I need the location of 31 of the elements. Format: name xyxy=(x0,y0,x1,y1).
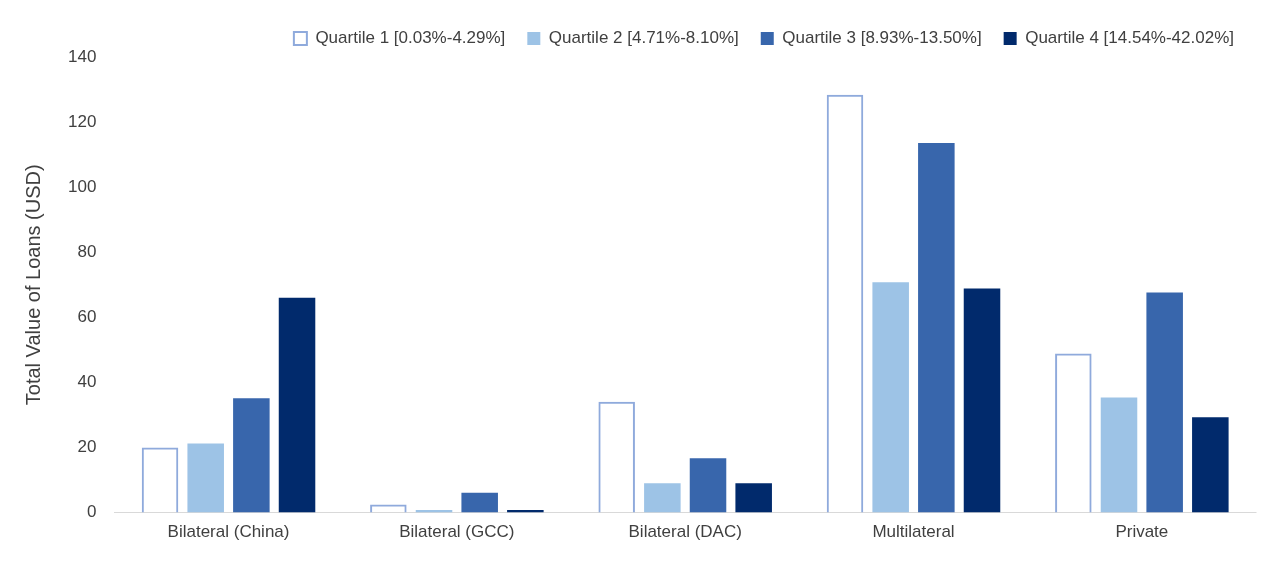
y-tick-label: 100 xyxy=(67,176,97,196)
y-axis-title: Total Value of Loans (USD) xyxy=(21,164,44,406)
y-tick-label: 20 xyxy=(77,437,97,457)
bar xyxy=(1192,417,1229,513)
x-tick-label: Bilateral (GCC) xyxy=(399,522,515,542)
y-tick-label: 140 xyxy=(67,46,97,66)
bar xyxy=(644,483,681,513)
x-tick-label: Bilateral (China) xyxy=(167,522,290,542)
legend-label: Quartile 3 [8.93%-13.50%] xyxy=(782,28,982,48)
bar xyxy=(872,282,909,513)
bar xyxy=(735,483,772,513)
bar xyxy=(233,398,270,513)
y-tick-label: 80 xyxy=(77,241,97,261)
x-tick-label: Bilateral (DAC) xyxy=(628,522,742,542)
bar xyxy=(278,297,316,513)
bar xyxy=(1100,397,1138,513)
x-tick-label: Private xyxy=(1115,522,1169,542)
bar xyxy=(461,492,498,513)
legend-label: Quartile 2 [4.71%-8.10%] xyxy=(548,28,739,48)
bar xyxy=(963,288,1001,513)
bar xyxy=(918,142,955,513)
legend-label: Quartile 1 [0.03%-4.29%] xyxy=(315,28,506,48)
y-tick-label: 40 xyxy=(77,372,97,392)
legend-label: Quartile 4 [14.54%-42.02%] xyxy=(1025,28,1235,48)
bar xyxy=(689,458,727,513)
y-tick-label: 0 xyxy=(86,502,97,522)
bar xyxy=(187,443,224,513)
y-tick-label: 60 xyxy=(77,307,97,327)
x-tick-label: Multilateral xyxy=(872,522,955,542)
y-tick-label: 120 xyxy=(67,111,97,131)
bar xyxy=(1146,292,1183,513)
